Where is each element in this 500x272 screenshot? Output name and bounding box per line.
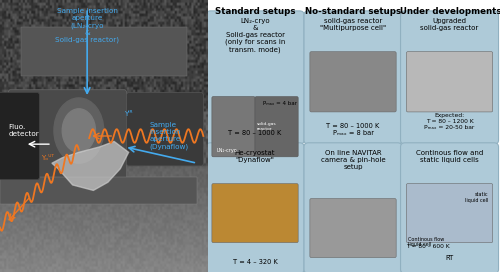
Text: T = 80 – 600 K: T = 80 – 600 K — [406, 244, 450, 249]
FancyBboxPatch shape — [212, 97, 255, 157]
Text: Yₒᵁᵀ: Yₒᵁᵀ — [42, 155, 54, 161]
Text: LN₂-cryo: LN₂-cryo — [216, 148, 237, 153]
FancyBboxPatch shape — [8, 90, 126, 199]
Circle shape — [62, 109, 96, 152]
Text: static
liquid cell: static liquid cell — [465, 192, 488, 203]
FancyBboxPatch shape — [400, 11, 498, 144]
Text: T = 80 – 1000 K: T = 80 – 1000 K — [228, 130, 281, 136]
Text: Expected:
T = 80 – 1200 K
Pₘₐₓ = 20-50 bar: Expected: T = 80 – 1200 K Pₘₐₓ = 20-50 b… — [424, 113, 474, 130]
FancyBboxPatch shape — [304, 143, 402, 272]
FancyBboxPatch shape — [0, 92, 40, 180]
Text: Continous flow
liquid cell: Continous flow liquid cell — [408, 237, 444, 248]
Text: solid-gas
reactor: solid-gas reactor — [256, 122, 276, 131]
FancyBboxPatch shape — [126, 92, 204, 166]
FancyBboxPatch shape — [212, 184, 298, 243]
Text: solid-gas reactor
"Multipurpose cell": solid-gas reactor "Multipurpose cell" — [320, 18, 386, 31]
Text: No-standard setups: No-standard setups — [305, 7, 401, 16]
Text: LN₂-cryo
&
Solid-gas reactor
(only for scans in
transm. mode): LN₂-cryo & Solid-gas reactor (only for s… — [225, 18, 285, 53]
Text: T = 80 – 1000 K
Pₘₐₓ = 8 bar: T = 80 – 1000 K Pₘₐₓ = 8 bar — [326, 123, 380, 136]
Text: He-cryostat
"Dynaflow": He-cryostat "Dynaflow" — [235, 150, 276, 163]
Text: Yᴵᴿ: Yᴵᴿ — [124, 111, 133, 117]
Text: On line NAVITAR
camera & pin-hole
setup: On line NAVITAR camera & pin-hole setup — [320, 150, 386, 170]
Text: T = 4 – 320 K: T = 4 – 320 K — [232, 259, 278, 265]
FancyBboxPatch shape — [255, 97, 298, 157]
Text: Fluo.
detector: Fluo. detector — [8, 124, 39, 137]
FancyBboxPatch shape — [310, 199, 396, 258]
Circle shape — [54, 98, 104, 163]
FancyBboxPatch shape — [206, 143, 304, 272]
Bar — [0, 177, 197, 204]
Bar — [21, 27, 187, 76]
Text: Standard setups: Standard setups — [215, 7, 296, 16]
Text: Sample
insertion
aperture
(Dynaflow): Sample insertion aperture (Dynaflow) — [150, 122, 188, 150]
Text: Under developments: Under developments — [400, 7, 500, 16]
FancyBboxPatch shape — [304, 11, 402, 144]
FancyBboxPatch shape — [206, 11, 304, 144]
FancyBboxPatch shape — [310, 52, 396, 112]
Text: Continous flow and
static liquid cells: Continous flow and static liquid cells — [416, 150, 483, 163]
FancyBboxPatch shape — [406, 184, 492, 243]
Text: Sample insertion
aperture
(LN₂-cryo
&
Solid-gas reactor): Sample insertion aperture (LN₂-cryo & So… — [55, 8, 119, 43]
Text: Upgraded
solid-gas reactor: Upgraded solid-gas reactor — [420, 18, 478, 31]
Text: RT: RT — [446, 255, 454, 261]
Text: Pₘₐₓ = 4 bar: Pₘₐₓ = 4 bar — [262, 101, 296, 106]
Polygon shape — [52, 141, 128, 190]
FancyBboxPatch shape — [400, 143, 498, 272]
FancyBboxPatch shape — [406, 52, 492, 112]
